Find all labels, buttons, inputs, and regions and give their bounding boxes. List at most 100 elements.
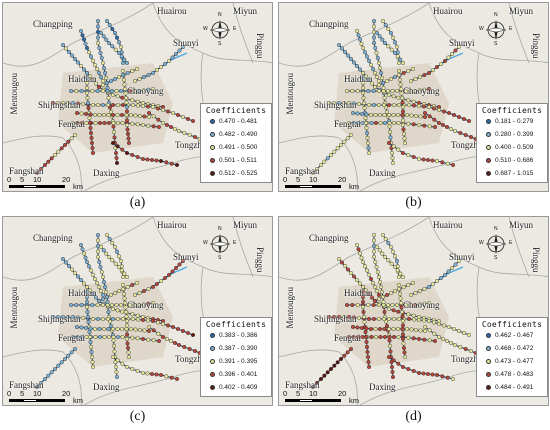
station-point xyxy=(392,265,397,270)
district-boundary-5 xyxy=(232,217,254,278)
station-point xyxy=(108,323,113,328)
station-point xyxy=(458,130,463,135)
station-point xyxy=(427,114,432,119)
station-point xyxy=(337,100,342,105)
station-point xyxy=(174,162,179,167)
station-point xyxy=(372,298,377,303)
station-point xyxy=(85,309,90,314)
legend-row: 0.383 - 0.386 xyxy=(201,329,271,342)
station-point xyxy=(86,105,91,110)
station-point xyxy=(434,279,439,284)
station-point xyxy=(135,368,140,373)
station-point xyxy=(466,118,471,123)
station-point xyxy=(366,364,371,369)
station-point xyxy=(169,161,174,166)
station-point xyxy=(66,50,71,55)
station-point xyxy=(411,103,416,108)
station-point xyxy=(441,323,446,328)
legend-title: Coefficients xyxy=(481,320,543,329)
station-point xyxy=(96,84,101,89)
station-point xyxy=(386,140,391,145)
legend-swatch xyxy=(486,346,491,351)
legend: Coefficients 0.181 - 0.279 0.280 - 0.399… xyxy=(476,103,548,183)
station-point xyxy=(112,31,117,36)
station-point xyxy=(114,302,119,307)
map-panel-1: Huairou Miyun Changping Pinggu Shunyi Me… xyxy=(278,2,549,215)
compass-e: E xyxy=(509,26,513,32)
station-point xyxy=(311,170,316,175)
station-point xyxy=(360,75,365,80)
station-point xyxy=(408,292,413,297)
station-point xyxy=(49,370,54,375)
station-point xyxy=(364,339,369,344)
station-point xyxy=(360,85,365,90)
station-point xyxy=(90,58,95,63)
station-point xyxy=(342,264,347,269)
station-point xyxy=(135,122,140,127)
station-point xyxy=(87,334,92,339)
station-point xyxy=(105,102,110,107)
station-point xyxy=(113,47,118,52)
station-point xyxy=(124,314,129,319)
station-point xyxy=(89,349,94,354)
place-label-tongzhou: Tongzhou xyxy=(175,354,211,364)
station-point xyxy=(100,82,105,87)
station-point xyxy=(176,342,181,347)
station-point xyxy=(95,302,100,307)
station-point xyxy=(327,100,332,105)
map-panel-3: Huairou Miyun Changping Pinggu Shunyi Me… xyxy=(278,216,549,429)
station-point xyxy=(357,281,362,286)
station-point xyxy=(107,237,112,242)
station-point xyxy=(88,112,93,117)
station-point xyxy=(112,245,117,250)
station-point xyxy=(111,120,116,125)
legend-row: 0.468 - 0.472 xyxy=(477,342,547,355)
station-point xyxy=(371,24,376,29)
station-point xyxy=(416,122,421,127)
place-label-fangshan: Fangshan xyxy=(285,380,320,390)
station-point xyxy=(391,94,396,99)
station-point xyxy=(426,104,431,109)
station-point xyxy=(110,354,115,359)
station-point xyxy=(59,360,64,365)
station-point xyxy=(81,251,86,256)
station-point xyxy=(84,289,89,294)
station-point xyxy=(363,329,368,334)
station-point xyxy=(430,281,435,286)
legend-swatch xyxy=(210,171,215,176)
station-point xyxy=(158,279,163,284)
station-point xyxy=(158,65,163,70)
station-point xyxy=(378,284,383,289)
station-point xyxy=(390,369,395,374)
legend-label: 0.396 - 0.401 xyxy=(219,371,258,378)
station-point xyxy=(400,364,405,369)
station-point xyxy=(122,271,127,276)
station-point xyxy=(132,302,137,307)
station-point xyxy=(368,326,373,331)
station-point xyxy=(149,157,154,162)
station-point xyxy=(118,45,123,50)
station-point xyxy=(402,350,407,355)
station-point xyxy=(380,294,385,299)
station-point xyxy=(363,334,368,339)
station-point xyxy=(168,338,173,343)
station-point xyxy=(90,272,95,277)
place-label-tongzhou: Tongzhou xyxy=(175,140,211,150)
station-point xyxy=(372,70,377,75)
station-point xyxy=(56,100,61,105)
station-point xyxy=(156,124,161,129)
station-point xyxy=(350,302,355,307)
station-point xyxy=(400,326,405,331)
place-label-shijingshan: Shijingshan xyxy=(38,314,81,324)
station-point xyxy=(388,245,393,250)
station-point xyxy=(120,147,125,152)
station-point xyxy=(85,95,90,100)
station-point xyxy=(115,334,120,339)
station-point xyxy=(78,243,83,248)
place-label-tongzhou: Tongzhou xyxy=(451,140,487,150)
station-point xyxy=(386,326,391,331)
legend-row: 0.482 - 0.490 xyxy=(201,128,271,141)
station-point xyxy=(396,147,401,152)
station-point xyxy=(410,66,415,71)
station-point xyxy=(377,112,382,117)
